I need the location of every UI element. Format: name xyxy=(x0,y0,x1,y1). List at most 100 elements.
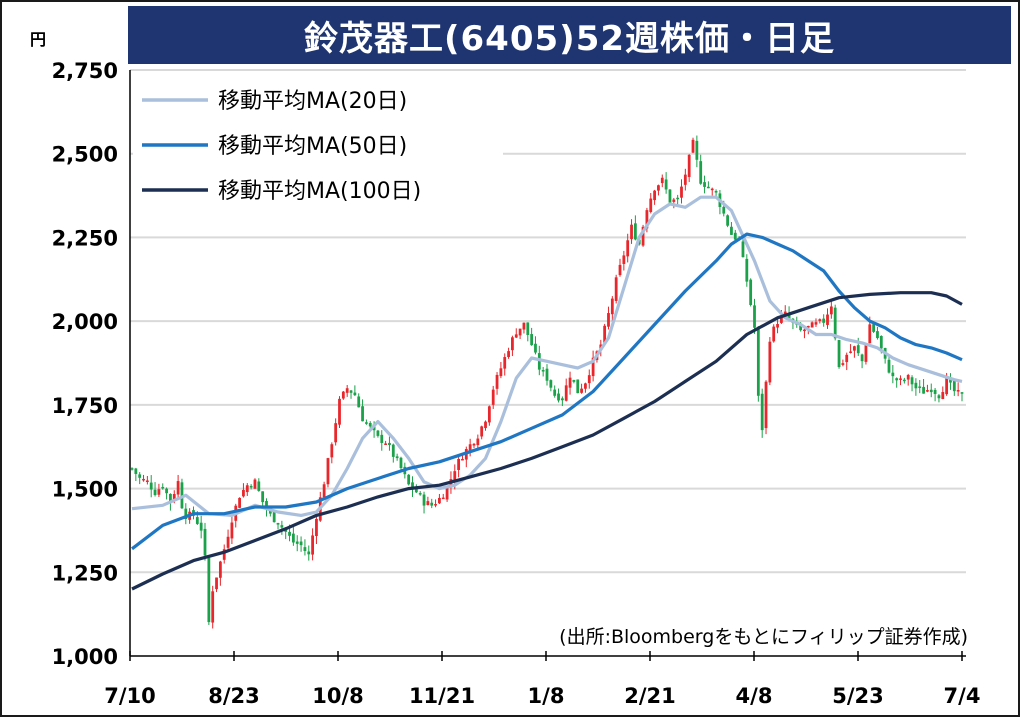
candle-body xyxy=(657,185,660,191)
candle-body xyxy=(388,442,391,446)
candle-body xyxy=(722,206,726,214)
candle-body xyxy=(829,306,833,315)
candle-body xyxy=(453,471,457,482)
candle-body xyxy=(649,198,653,212)
candle-body xyxy=(184,508,188,519)
candle-body xyxy=(572,379,576,382)
candle-body xyxy=(645,210,649,229)
candle-body xyxy=(703,182,706,187)
candle-body xyxy=(291,533,295,543)
candle-body xyxy=(691,139,695,153)
candle-body xyxy=(222,549,226,560)
candle-body xyxy=(472,443,476,446)
candle-body xyxy=(803,329,806,332)
candle-body xyxy=(845,354,849,363)
candle-body xyxy=(338,398,341,425)
candle-body xyxy=(630,224,633,240)
candle-body xyxy=(626,240,630,257)
x-tick-label: 10/8 xyxy=(312,684,364,708)
candle-body xyxy=(361,406,364,422)
candles xyxy=(130,135,964,629)
candle-body xyxy=(468,444,472,451)
candle-body xyxy=(476,438,480,446)
candle-body xyxy=(157,489,161,495)
candle-body xyxy=(514,334,518,338)
candle-body xyxy=(818,319,822,321)
candle-body xyxy=(145,480,149,482)
candle-body xyxy=(503,357,507,369)
candle-body xyxy=(207,557,211,623)
candle-body xyxy=(756,326,760,396)
candle-body xyxy=(172,494,176,502)
candle-body xyxy=(414,487,418,493)
legend-ma20: 移動平均MA(20日) xyxy=(218,89,407,114)
moving-average-lines xyxy=(131,195,963,591)
candle-body xyxy=(480,426,484,437)
candle-body xyxy=(960,392,964,394)
candle-body xyxy=(902,379,906,382)
candle-body xyxy=(299,541,303,546)
candle-body xyxy=(553,389,557,396)
x-tick-label: 7/10 xyxy=(104,684,156,708)
candle-body xyxy=(537,353,541,370)
candle-body xyxy=(399,457,403,469)
candle-body xyxy=(849,351,852,353)
candle-body xyxy=(726,215,729,226)
y-tick-label: 1,250 xyxy=(52,561,118,585)
y-tick-label: 2,000 xyxy=(52,310,118,334)
candle-body xyxy=(776,324,779,328)
candle-body xyxy=(242,489,245,497)
grid-layer xyxy=(129,69,966,657)
candle-body xyxy=(303,547,307,552)
candle-body xyxy=(276,523,280,525)
candle-body xyxy=(603,325,607,343)
candle-body xyxy=(203,528,207,556)
candle-body xyxy=(265,501,268,510)
candle-body xyxy=(307,551,311,555)
candle-body xyxy=(945,378,949,395)
legend-ma50: 移動平均MA(50日) xyxy=(218,134,407,159)
candle-body xyxy=(730,226,733,235)
candle-body xyxy=(856,345,860,354)
candle-body xyxy=(918,386,922,388)
candle-body xyxy=(780,315,783,323)
candle-body xyxy=(230,522,234,539)
candle-body xyxy=(799,325,803,331)
ma50-line xyxy=(131,232,963,551)
candle-body xyxy=(441,497,445,500)
candle-body xyxy=(584,383,587,389)
candle-body xyxy=(357,396,361,408)
candle-body xyxy=(495,374,499,389)
candle-body xyxy=(261,491,265,503)
candle-body xyxy=(910,377,914,385)
candle-body xyxy=(768,341,772,383)
candle-body xyxy=(591,357,595,377)
chart-title: 鈴茂器工(6405)52週株価・日足 xyxy=(128,6,1011,64)
candle-body xyxy=(906,375,910,380)
x-tick-label: 11/21 xyxy=(409,684,475,708)
candle-body xyxy=(949,378,952,383)
candle-body xyxy=(134,468,138,474)
ma20-line xyxy=(131,195,963,518)
candle-body xyxy=(787,313,791,319)
candle-body xyxy=(587,375,591,384)
candle-body xyxy=(841,363,845,365)
candle-body xyxy=(676,197,680,200)
candle-body xyxy=(295,541,299,544)
candle-body xyxy=(741,241,745,258)
candle-body xyxy=(806,325,810,328)
candle-body xyxy=(568,377,572,388)
candle-body xyxy=(457,458,461,470)
x-tick-label: 8/23 xyxy=(208,684,260,708)
candle-body xyxy=(330,444,334,458)
candle-body xyxy=(610,298,614,315)
candle-body xyxy=(411,482,414,490)
candle-body xyxy=(526,322,530,335)
x-tick-label: 7/4 xyxy=(944,684,981,708)
candle-body xyxy=(522,322,526,330)
candle-body xyxy=(922,386,925,394)
candle-body xyxy=(783,311,787,316)
candle-body xyxy=(672,199,676,202)
candle-body xyxy=(810,322,814,328)
candle-body xyxy=(407,474,411,485)
